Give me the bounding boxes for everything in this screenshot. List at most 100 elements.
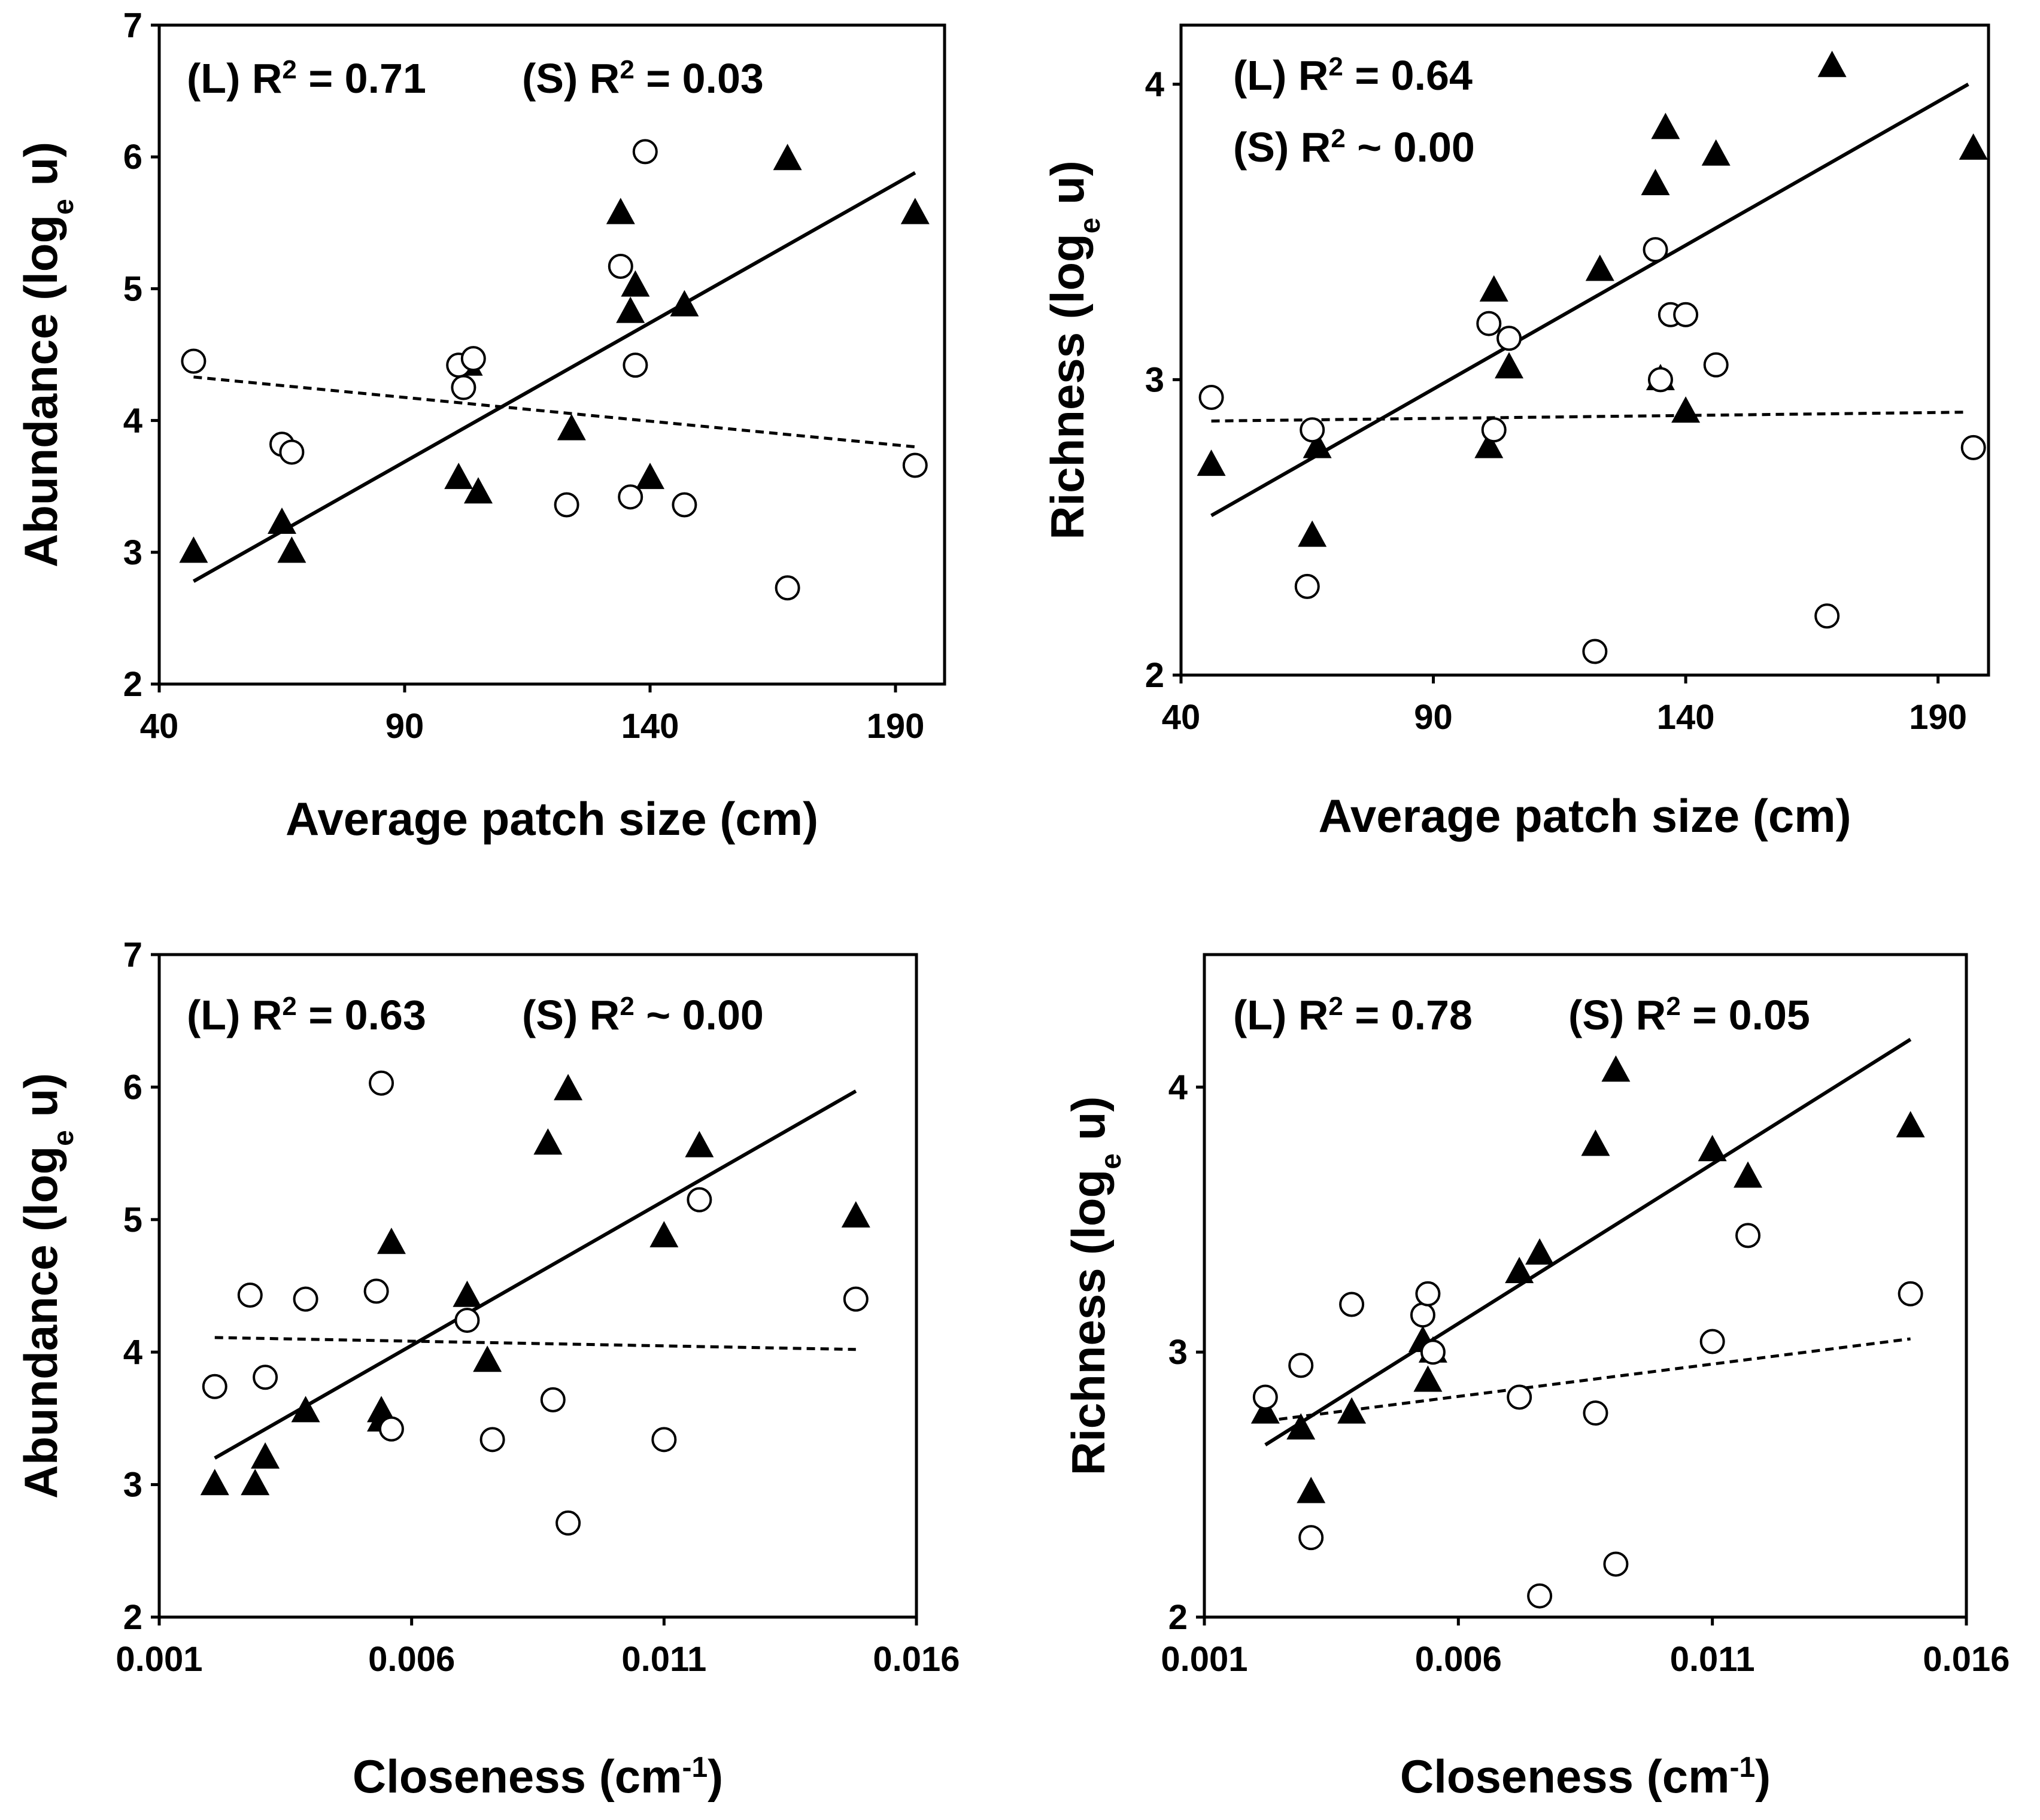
point-triangle — [557, 414, 586, 440]
point-triangle — [1505, 1256, 1534, 1283]
point-circle — [181, 348, 207, 374]
fit-line-S — [214, 1336, 856, 1351]
y-tick-label: 5 — [123, 269, 142, 308]
point-triangle — [533, 1128, 563, 1155]
point-triangle — [1817, 50, 1847, 77]
point-circle — [1198, 384, 1224, 410]
x-tick-label: 0.006 — [1415, 1640, 1502, 1679]
y-tick-label: 2 — [1145, 656, 1164, 695]
y-axis-title: Richness (loge u) — [1041, 160, 1106, 539]
point-circle — [902, 452, 928, 478]
point-triangle — [1297, 1476, 1326, 1503]
x-tick-label: 0.016 — [873, 1640, 960, 1679]
fit-line-S — [1211, 411, 1969, 423]
point-circle — [775, 575, 800, 601]
point-circle — [378, 1416, 404, 1442]
point-circle — [554, 492, 579, 518]
point-triangle — [1197, 449, 1226, 476]
point-circle — [451, 375, 476, 400]
point-triangle — [636, 463, 664, 490]
point-circle — [687, 1187, 712, 1213]
r2-annotation: (S) R2 = 0.03 — [522, 55, 764, 102]
y-tick-label: 7 — [123, 6, 142, 45]
point-circle — [1703, 352, 1729, 378]
point-circle — [1300, 417, 1325, 443]
point-triangle — [1581, 1129, 1610, 1156]
x-tick-label: 40 — [1162, 698, 1201, 737]
point-circle — [202, 1374, 227, 1399]
point-triangle — [1303, 432, 1332, 458]
point-circle — [1699, 1329, 1725, 1354]
point-circle — [1252, 1384, 1278, 1410]
y-tick-label: 4 — [1145, 65, 1164, 104]
point-circle — [279, 439, 305, 465]
point-triangle — [616, 296, 645, 323]
point-circle — [253, 1365, 278, 1390]
y-tick-label: 3 — [1168, 1333, 1188, 1372]
point-triangle — [179, 536, 208, 563]
point-triangle — [1337, 1397, 1367, 1424]
point-triangle — [464, 477, 493, 504]
plot-frame — [157, 23, 946, 686]
point-triangle — [377, 1227, 406, 1254]
y-tick-label: 3 — [123, 533, 142, 572]
y-tick-label: 4 — [1168, 1068, 1188, 1107]
point-circle — [1476, 311, 1502, 336]
x-tick-label: 0.016 — [1923, 1640, 2009, 1679]
fit-line-L — [1264, 1038, 1912, 1447]
y-tick-label: 4 — [123, 1333, 142, 1372]
x-axis-title: Closeness (cm-1) — [1400, 1750, 1771, 1803]
point-triangle — [291, 1396, 320, 1423]
point-circle — [672, 492, 697, 518]
r2-annotation: (L) R2 = 0.63 — [187, 992, 426, 1039]
point-triangle — [1671, 396, 1701, 423]
point-triangle — [453, 1280, 482, 1307]
x-tick-label: 190 — [867, 707, 925, 746]
point-circle — [1647, 367, 1673, 393]
point-triangle — [1698, 1135, 1727, 1162]
y-tick-label: 6 — [123, 138, 142, 177]
point-triangle — [606, 198, 635, 224]
point-circle — [623, 353, 648, 378]
y-axis-title: Abundance (loge u) — [14, 1073, 80, 1499]
r2-annotation: (S) R2 = 0.05 — [1568, 992, 1810, 1039]
y-tick-label: 2 — [123, 1598, 142, 1637]
point-triangle — [621, 270, 650, 297]
x-tick-label: 140 — [1657, 698, 1715, 737]
y-tick-label: 3 — [123, 1466, 142, 1505]
point-circle — [1339, 1292, 1365, 1317]
r2-annotation: (L) R2 = 0.64 — [1233, 52, 1473, 99]
point-triangle — [1298, 520, 1327, 547]
fit-line-L — [1210, 83, 1969, 518]
x-tick-label: 0.001 — [1161, 1640, 1247, 1679]
point-circle — [363, 1278, 389, 1304]
y-tick-label: 6 — [123, 1068, 142, 1107]
point-triangle — [1286, 1413, 1316, 1440]
point-circle — [479, 1427, 505, 1453]
point-circle — [1735, 1223, 1761, 1248]
x-tick-label: 90 — [1414, 698, 1453, 737]
point-circle — [1643, 237, 1668, 263]
point-circle — [555, 1510, 581, 1536]
point-triangle — [1479, 275, 1508, 302]
point-triangle — [277, 536, 306, 563]
point-circle — [1415, 1281, 1441, 1306]
point-triangle — [1413, 1365, 1443, 1392]
point-triangle — [1959, 133, 1988, 160]
point-triangle — [1734, 1161, 1763, 1188]
x-tick-label: 0.011 — [1670, 1640, 1755, 1679]
x-tick-label: 40 — [140, 707, 179, 746]
point-triangle — [685, 1131, 714, 1157]
point-circle — [651, 1427, 677, 1453]
x-tick-label: 0.001 — [116, 1640, 202, 1679]
point-triangle — [367, 1396, 396, 1423]
point-triangle — [649, 1221, 679, 1248]
point-circle — [1673, 302, 1699, 327]
y-axis-title: Abundance (loge u) — [14, 142, 80, 567]
point-triangle — [900, 198, 930, 224]
point-triangle — [1585, 254, 1614, 281]
point-circle — [1603, 1551, 1629, 1577]
fit-line-S — [1265, 1337, 1911, 1423]
point-circle — [1481, 417, 1507, 443]
